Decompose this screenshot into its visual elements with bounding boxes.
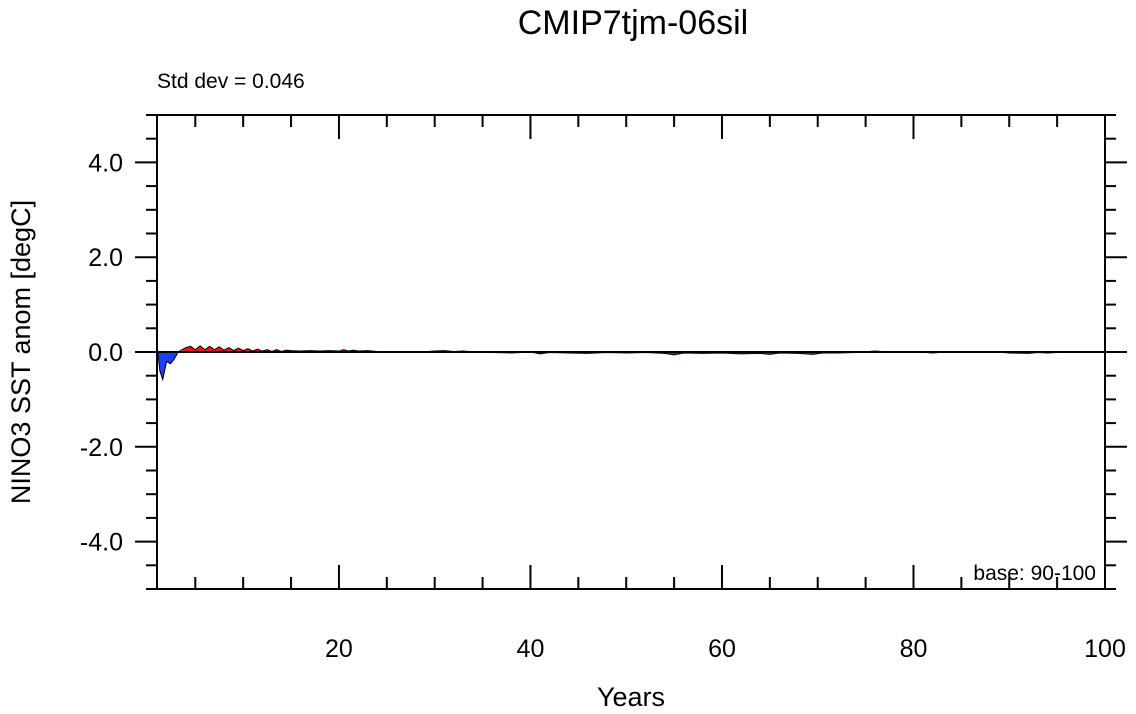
std-dev-annotation: Std dev = 0.046 (157, 70, 305, 93)
x-tick-label: 60 (708, 635, 736, 663)
y-tick-label: 0.0 (88, 339, 123, 367)
x-tick-label: 40 (517, 635, 545, 663)
base-annotation: base: 90-100 (973, 562, 1096, 585)
y-tick-label: 4.0 (88, 149, 123, 177)
axis-ticks (135, 114, 1127, 590)
y-tick-label: -4.0 (80, 529, 123, 557)
plot-frame (156, 114, 1106, 590)
series-line (156, 344, 1105, 382)
x-tick-labels: 20 40 60 80 100 (325, 635, 1126, 663)
y-axis-label: NINO3 SST anom [degC] (6, 200, 36, 504)
y-tick-labels: 4.0 2.0 0.0 -2.0 -4.0 (80, 149, 123, 556)
negative-anomaly-fill (157, 352, 179, 380)
x-axis-label: Years (597, 682, 665, 712)
anomaly-fills (157, 344, 1105, 380)
chart-title: CMIP7tjm-06sil (518, 4, 748, 42)
x-tick-label: 80 (900, 635, 928, 663)
x-tick-label: 100 (1084, 635, 1126, 663)
y-tick-label: 2.0 (88, 244, 123, 272)
x-tick-label: 20 (325, 635, 353, 663)
positive-anomaly-fill (181, 345, 406, 352)
y-tick-label: -2.0 (80, 434, 123, 462)
